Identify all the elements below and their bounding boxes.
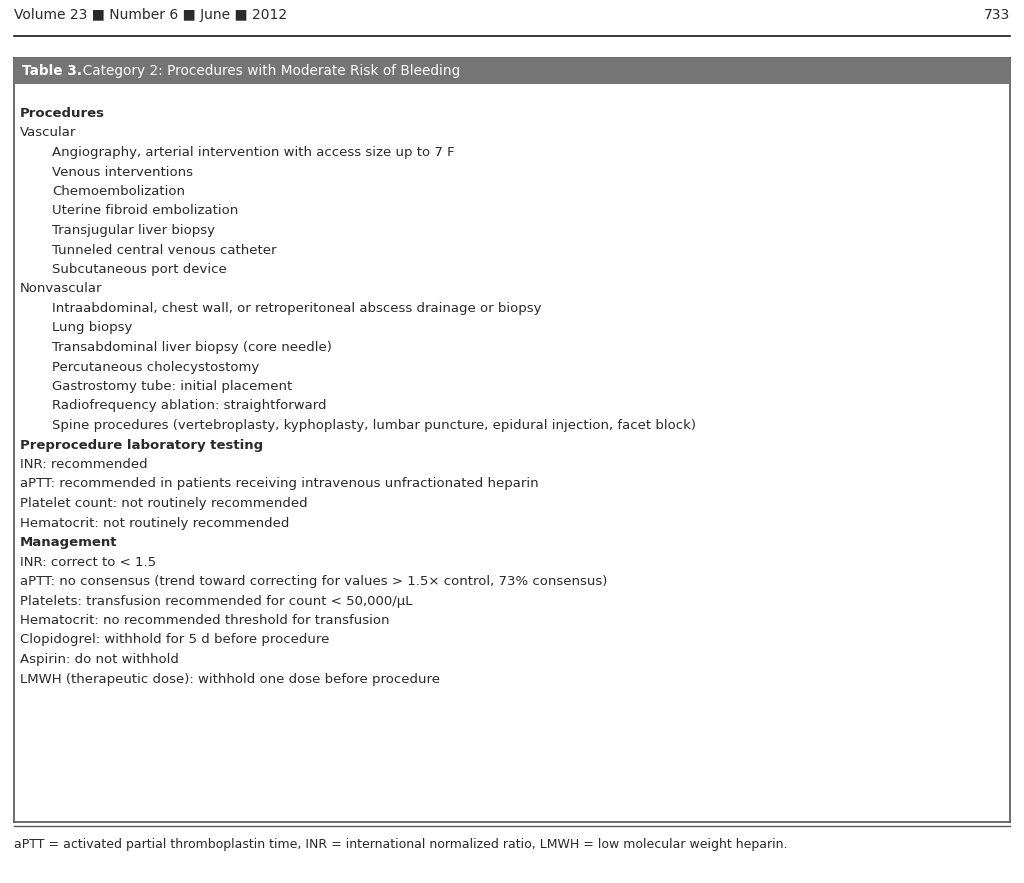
Text: Platelet count: not routinely recommended: Platelet count: not routinely recommende… <box>20 497 307 510</box>
Text: Platelets: transfusion recommended for count < 50,000/μL: Platelets: transfusion recommended for c… <box>20 594 413 608</box>
Text: Volume 23 ■ Number 6 ■ June ■ 2012: Volume 23 ■ Number 6 ■ June ■ 2012 <box>14 8 287 22</box>
Text: Nonvascular: Nonvascular <box>20 283 102 296</box>
Text: aPTT: no consensus (trend toward correcting for values > 1.5× control, 73% conse: aPTT: no consensus (trend toward correct… <box>20 575 607 588</box>
Text: Venous interventions: Venous interventions <box>52 165 193 178</box>
Text: Aspirin: do not withhold: Aspirin: do not withhold <box>20 653 179 666</box>
Text: Transjugular liver biopsy: Transjugular liver biopsy <box>52 224 215 237</box>
Text: Category 2: Procedures with Moderate Risk of Bleeding: Category 2: Procedures with Moderate Ris… <box>74 64 460 78</box>
Text: Tunneled central venous catheter: Tunneled central venous catheter <box>52 244 276 256</box>
Text: Clopidogrel: withhold for 5 d before procedure: Clopidogrel: withhold for 5 d before pro… <box>20 633 330 646</box>
Text: 733: 733 <box>984 8 1010 22</box>
Text: Preprocedure laboratory testing: Preprocedure laboratory testing <box>20 439 263 451</box>
Text: Intraabdominal, chest wall, or retroperitoneal abscess drainage or biopsy: Intraabdominal, chest wall, or retroperi… <box>52 302 542 315</box>
Text: Lung biopsy: Lung biopsy <box>52 321 132 335</box>
Text: LMWH (therapeutic dose): withhold one dose before procedure: LMWH (therapeutic dose): withhold one do… <box>20 673 440 685</box>
Text: Gastrostomy tube: initial placement: Gastrostomy tube: initial placement <box>52 380 292 393</box>
Text: aPTT: recommended in patients receiving intravenous unfractionated heparin: aPTT: recommended in patients receiving … <box>20 478 539 490</box>
Text: Angiography, arterial intervention with access size up to 7 F: Angiography, arterial intervention with … <box>52 146 455 159</box>
Text: Procedures: Procedures <box>20 107 105 120</box>
Text: aPTT = activated partial thromboplastin time, INR = international normalized rat: aPTT = activated partial thromboplastin … <box>14 838 787 851</box>
Text: Spine procedures (vertebroplasty, kyphoplasty, lumbar puncture, epidural injecti: Spine procedures (vertebroplasty, kyphop… <box>52 419 696 432</box>
Text: Hematocrit: not routinely recommended: Hematocrit: not routinely recommended <box>20 517 290 530</box>
Text: Chemoembolization: Chemoembolization <box>52 185 185 198</box>
Text: Vascular: Vascular <box>20 126 77 140</box>
Text: Radiofrequency ablation: straightforward: Radiofrequency ablation: straightforward <box>52 399 327 412</box>
Text: INR: recommended: INR: recommended <box>20 458 147 471</box>
Text: Subcutaneous port device: Subcutaneous port device <box>52 263 226 276</box>
Text: Hematocrit: no recommended threshold for transfusion: Hematocrit: no recommended threshold for… <box>20 614 389 627</box>
Text: Transabdominal liver biopsy (core needle): Transabdominal liver biopsy (core needle… <box>52 341 332 354</box>
Text: Table 3.: Table 3. <box>22 64 82 78</box>
Text: Management: Management <box>20 536 118 549</box>
Text: INR: correct to < 1.5: INR: correct to < 1.5 <box>20 555 156 569</box>
Bar <box>14 58 1010 84</box>
Text: Percutaneous cholecystostomy: Percutaneous cholecystostomy <box>52 360 259 374</box>
Text: Uterine fibroid embolization: Uterine fibroid embolization <box>52 205 239 217</box>
